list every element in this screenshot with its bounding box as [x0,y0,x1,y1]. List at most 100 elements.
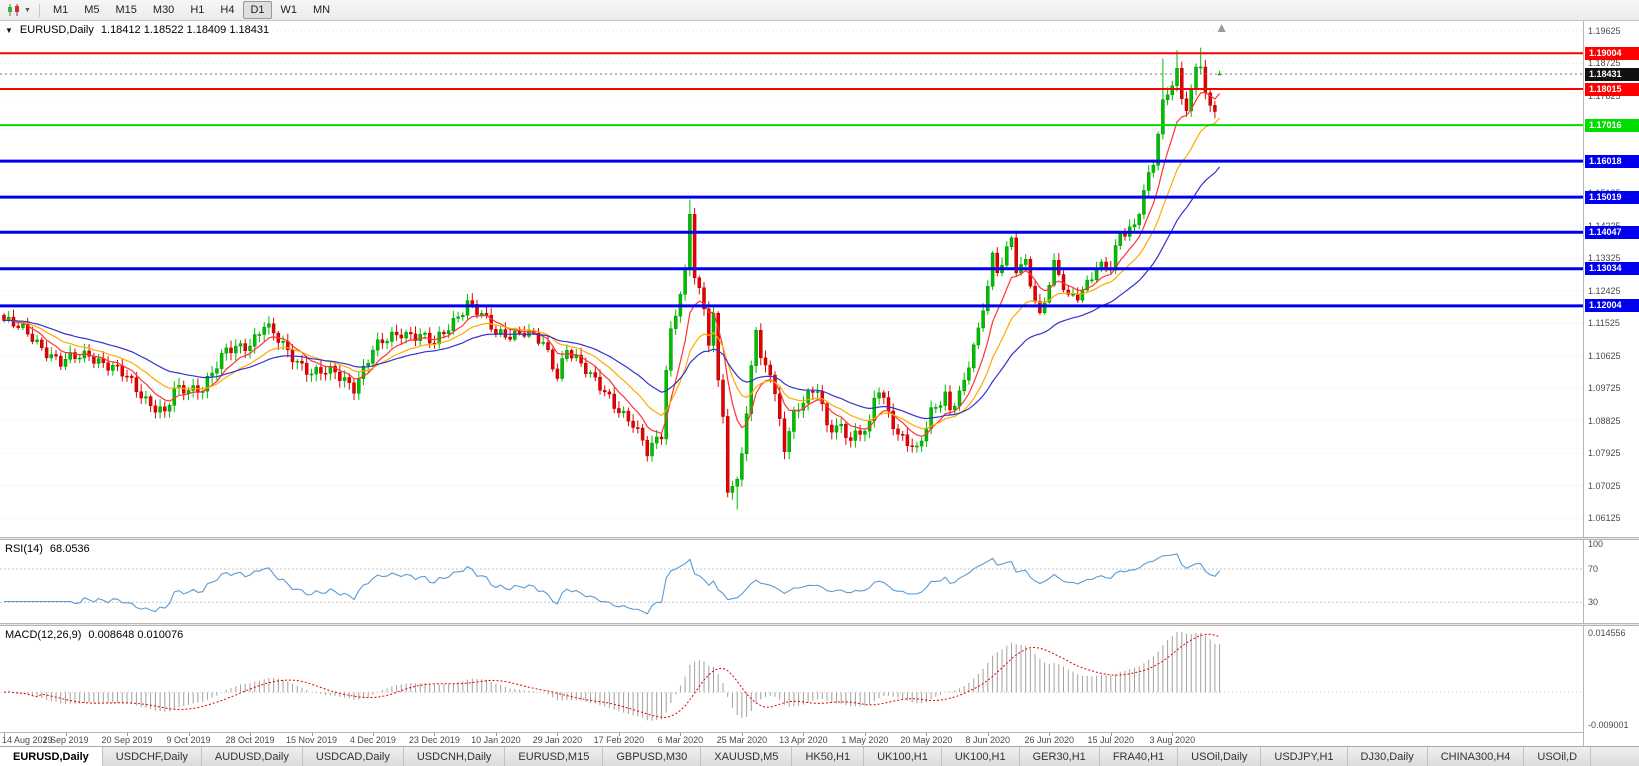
macd-scale-label: -0.009001 [1588,720,1629,730]
rsi-value: 68.0536 [49,543,90,555]
date-label: 2 Sep 2019 [42,735,89,745]
rsi-scale-label: 100 [1588,539,1604,550]
timeframe-button-h1[interactable]: H1 [190,4,205,16]
price-scale-label: 1.18725 [1588,58,1621,69]
symbol-tab[interactable]: UK100,H1 [864,747,942,766]
time-axis[interactable]: 14 Aug 2019 2 Sep 2019 20 Sep 2019 9 Oct 20… [0,732,1583,746]
chevron-down-icon: ▼ [24,6,31,14]
rsi-canvas[interactable] [0,540,1583,623]
date-tick [4,733,5,736]
date-label: 28 Oct 2019 [225,735,275,745]
date-label: 10 Jan 2020 [471,735,521,745]
date-tick [434,733,436,736]
price-scale-label: 1.12425 [1588,285,1621,296]
timeframe-button-m30[interactable]: M30 [152,4,175,16]
date-tick [311,733,313,736]
price-scale[interactable]: 1.196251.187251.178251.169251.160251.151… [1583,21,1639,746]
price-line-badge: 1.12004 [1585,299,1639,313]
symbol-tab[interactable]: EURUSD,Daily [0,747,103,766]
symbol-tab-bar: EURUSD,Daily USDCHF,Daily AUDUSD,Daily USDC… [0,746,1639,766]
price-line-badge: 1.13034 [1585,262,1639,276]
date-tick [926,733,928,736]
chart-window: ▼ EURUSD,Daily 1.18412 1.18522 1.18409 1… [0,21,1639,746]
macd-title: MACD(12,26,9) 0.008648 0.010076 [5,629,183,641]
symbol-tab[interactable]: UK100,H1 [942,747,1020,766]
current-price-badge: 1.18431 [1585,67,1639,81]
price-scale-label: 1.08825 [1588,415,1621,426]
rsi-label: RSI(14) [5,543,43,555]
date-tick [618,733,620,736]
date-tick [803,733,805,736]
symbol-tab[interactable]: HK50,H1 [792,747,865,766]
date-label: 17 Feb 2020 [593,735,645,745]
symbol-tab[interactable]: EURUSD,M15 [505,747,604,766]
date-tick [495,733,497,736]
date-tick [250,733,251,736]
date-tick [127,733,128,736]
symbol-tab[interactable]: USDCHF,Daily [103,747,202,766]
pane-divider[interactable] [0,623,1639,626]
date-tick [741,733,743,736]
price-chart-canvas[interactable] [0,21,1583,537]
symbol-tab[interactable]: AUDUSD,Daily [202,747,303,766]
rsi-pane[interactable]: RSI(14) 68.0536 [0,540,1583,623]
symbol-tab[interactable]: XAUUSD,M5 [701,747,793,766]
macd-values: 0.008648 0.010076 [88,629,184,641]
rsi-title: RSI(14) 68.0536 [5,543,90,555]
timeframe-button-m15[interactable]: M15 [115,4,137,16]
symbol-tab[interactable]: USDCNH,Daily [404,747,506,766]
chart-type-button[interactable]: ▼ [4,4,34,16]
date-tick [65,733,67,736]
chart-toolbar: ▼ M1 M5 M15 M30 H1 H4 D1 W1 MN [0,0,1639,21]
macd-label: MACD(12,26,9) [5,629,82,641]
date-label: 6 Mar 2020 [657,735,704,745]
price-scale-label: 1.10625 [1588,350,1621,361]
macd-scale-label: 0.014556 [1588,628,1626,638]
symbol-tab[interactable]: GER30,H1 [1020,747,1100,766]
price-line-badge: 1.18015 [1585,82,1639,96]
price-scale-label: 1.11525 [1588,318,1620,329]
symbol-tab[interactable]: USDJPY,H1 [1261,747,1348,766]
symbol-tab[interactable]: CHINA300,H4 [1428,747,1525,766]
symbol-tab[interactable]: GBPUSD,M30 [603,747,702,766]
price-scale-label: 1.17825 [1588,90,1621,101]
symbol-menu-triangle-icon[interactable]: ▼ [5,25,13,35]
date-tick [188,733,190,736]
date-label: 15 Jul 2020 [1087,735,1135,745]
price-line-badge: 1.16018 [1585,154,1639,168]
symbol-tab[interactable]: USOil,D [1524,747,1592,766]
date-tick [1172,733,1174,736]
timeframe-button-m5[interactable]: M5 [84,4,100,16]
date-label: 1 May 2020 [841,735,889,745]
timeframe-button-mn[interactable]: MN [313,4,331,16]
timeframe-button-w1[interactable]: W1 [280,4,298,16]
symbol-tab[interactable]: DJ30,Daily [1348,747,1428,766]
macd-canvas[interactable] [0,626,1583,732]
date-tick [864,733,866,736]
main-chart-pane[interactable]: ▼ EURUSD,Daily 1.18412 1.18522 1.18409 1… [0,21,1583,537]
pane-divider[interactable] [0,537,1639,540]
timeframe-button-h4[interactable]: H4 [220,4,235,16]
price-line-badge: 1.15019 [1585,190,1639,204]
candlestick-chart-icon [8,4,19,16]
date-label: 23 Dec 2019 [408,735,460,745]
date-label: 26 Jun 2020 [1024,735,1075,745]
timeframe-button-m1[interactable]: M1 [52,4,69,16]
date-tick [372,733,374,736]
price-scale-label: 1.13325 [1588,253,1621,264]
chart-ohlc-values: 1.18412 1.18522 1.18409 1.18431 [100,24,270,36]
date-label: 20 May 2020 [900,735,953,745]
timeframe-button-d1[interactable]: D1 [243,1,272,19]
price-line-badge: 1.19004 [1585,46,1639,60]
symbol-tab[interactable]: FRA40,H1 [1100,747,1179,766]
price-scale-label: 1.07925 [1588,448,1621,459]
date-label: 8 Jun 2020 [965,735,1011,745]
symbol-tab[interactable]: USOil,Daily [1178,747,1262,766]
date-label: 29 Jan 2020 [532,735,583,745]
date-label: 20 Sep 2019 [101,735,153,745]
date-tick [987,733,989,736]
symbol-tab[interactable]: USDCAD,Daily [303,747,404,766]
price-line-badge: 1.14047 [1585,225,1639,239]
macd-pane[interactable]: MACD(12,26,9) 0.008648 0.010076 [0,626,1583,732]
price-scale-label: 1.07025 [1588,480,1621,491]
